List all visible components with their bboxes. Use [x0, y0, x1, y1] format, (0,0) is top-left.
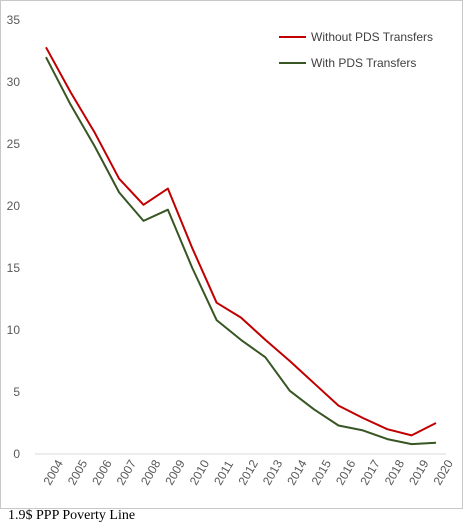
- y-tick-label: 5: [13, 385, 20, 399]
- x-tick-label: 2016: [333, 457, 359, 487]
- x-tick-label: 2020: [430, 457, 456, 487]
- poverty-line-caption: 1.9$ PPP Poverty Line: [8, 508, 136, 523]
- x-tick-label: 2013: [260, 457, 286, 487]
- series-line-with-pds: [45, 56, 437, 446]
- x-tick-label: 2015: [309, 457, 335, 487]
- y-axis-ticks: 0 5 10 15 20 25 30 35: [7, 13, 21, 461]
- legend-label: Without PDS Transfers: [311, 30, 433, 44]
- y-tick-label: 20: [7, 199, 21, 213]
- series-line-without-pds: [45, 46, 437, 437]
- series-lines: [45, 46, 437, 446]
- x-tick-label: 2018: [382, 457, 408, 487]
- x-tick-label: 2007: [114, 457, 140, 487]
- x-tick-label: 2006: [89, 457, 115, 487]
- x-tick-label: 2009: [162, 457, 188, 487]
- x-tick-label: 2017: [357, 457, 383, 487]
- y-tick-label: 25: [7, 137, 21, 151]
- x-tick-label: 2008: [138, 457, 164, 487]
- x-tick-label: 2004: [40, 457, 66, 487]
- x-tick-label: 2011: [211, 458, 236, 488]
- x-tick-label: 2012: [235, 457, 261, 487]
- y-tick-label: 10: [7, 323, 21, 337]
- y-tick-label: 0: [13, 447, 20, 461]
- y-tick-label: 15: [7, 261, 21, 275]
- x-tick-label: 2019: [406, 457, 432, 487]
- legend-label: With PDS Transfers: [311, 56, 416, 70]
- chart-frame: [0, 0, 463, 509]
- y-tick-label: 30: [7, 75, 21, 89]
- x-tick-label: 2014: [284, 457, 310, 487]
- legend: Without PDS Transfers With PDS Transfers: [279, 30, 433, 70]
- x-tick-label: 2005: [65, 457, 91, 487]
- x-tick-label: 2010: [187, 457, 213, 487]
- y-tick-label: 35: [7, 13, 21, 27]
